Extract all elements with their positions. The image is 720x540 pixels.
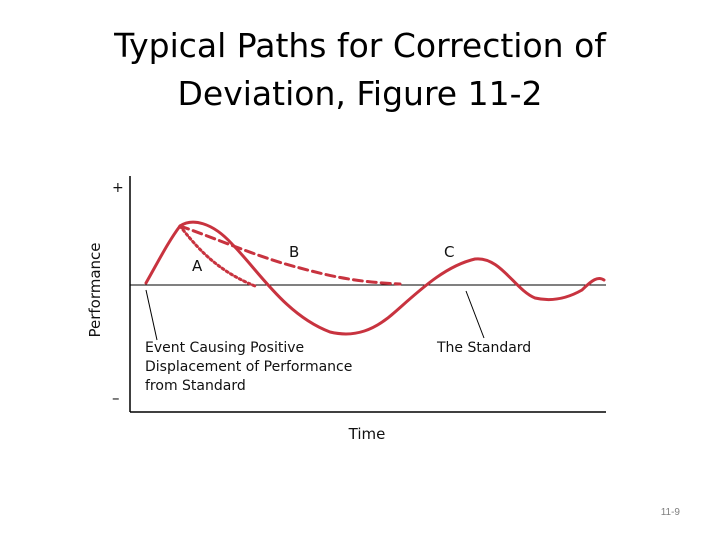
path-c-label: C [444, 243, 454, 261]
event-annotation-line-1: Event Causing Positive [145, 340, 304, 356]
path-b-label: B [289, 243, 299, 261]
standard-annotation: The Standard [436, 340, 531, 356]
y-axis-label: Performance [86, 242, 104, 337]
slide-title-line-1: Typical Paths for Correction of [114, 26, 606, 65]
event-leader-line [145, 289, 158, 341]
slide-title-line-2: Deviation, Figure 11-2 [177, 74, 543, 113]
path-a-curve [178, 224, 257, 288]
path-b-curve [178, 224, 402, 286]
y-minus-label: – [112, 389, 120, 407]
event-annotation-line-3: from Standard [145, 378, 246, 394]
y-plus-label: + [112, 180, 124, 196]
page-number: 11-9 [660, 507, 680, 518]
x-axis-label: Time [348, 425, 386, 443]
slide-title: Typical Paths for Correction of Deviatio… [60, 22, 660, 118]
path-a-label: A [192, 257, 203, 275]
standard-leader-line [465, 290, 485, 339]
path-c-curve [144, 220, 606, 336]
event-annotation-line-2: Displacement of Performance [145, 359, 352, 375]
